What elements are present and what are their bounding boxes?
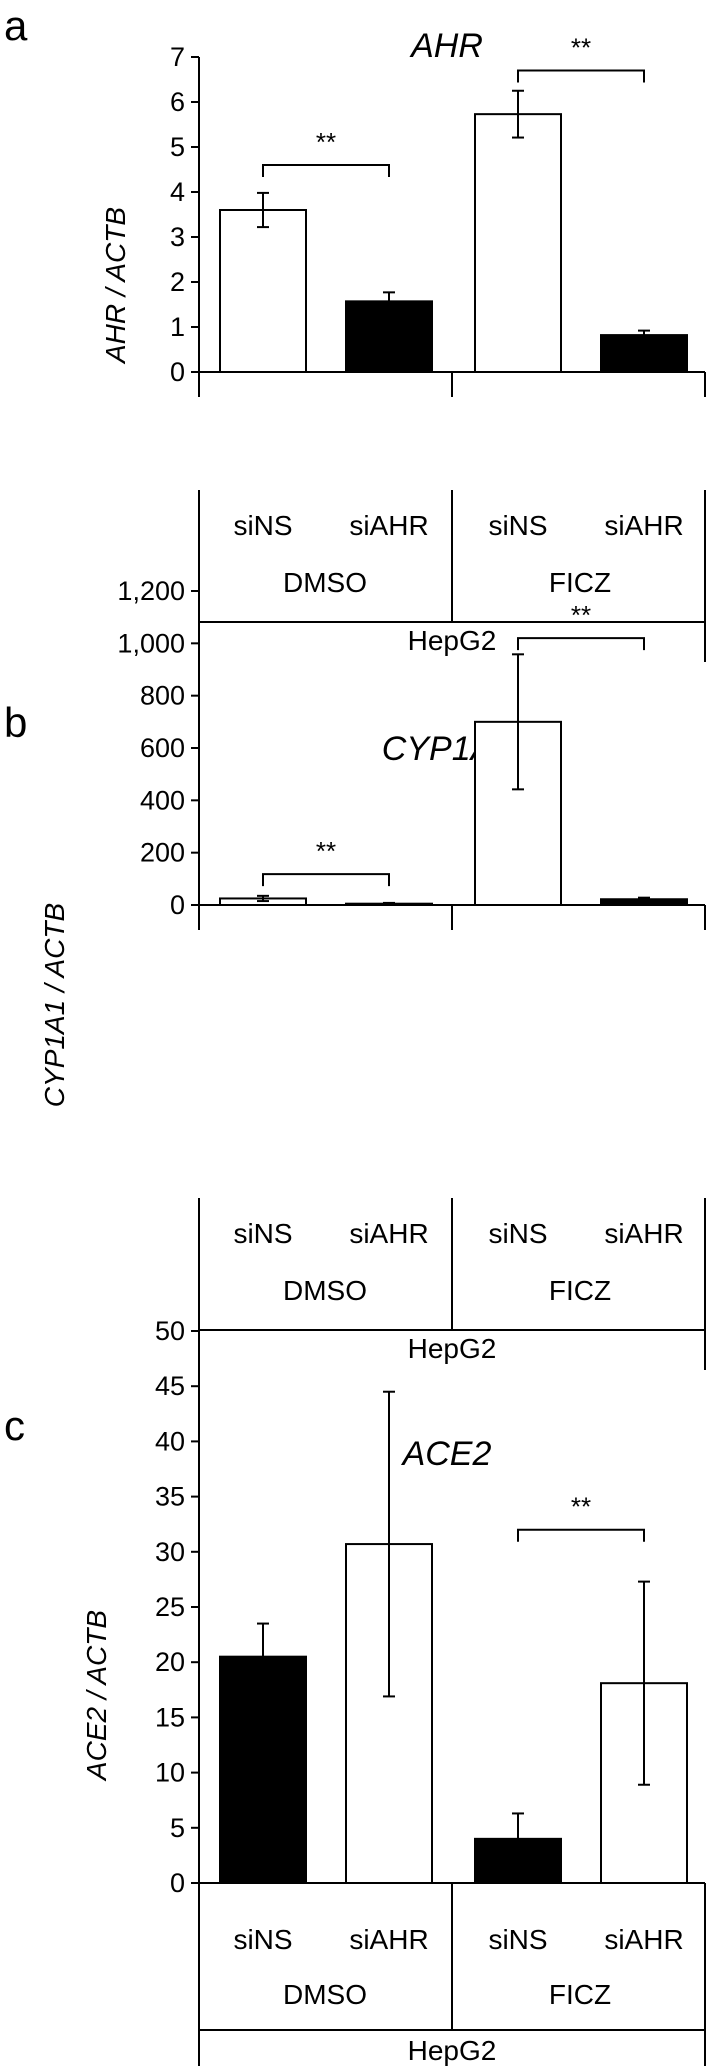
panel-letter: a	[4, 2, 28, 49]
significance-bracket	[262, 873, 390, 887]
bar	[219, 1655, 307, 1885]
group-label: FICZ	[549, 1979, 611, 2010]
group-label: FICZ	[549, 567, 611, 598]
y-tick-label: 25	[155, 1592, 185, 1622]
y-tick-label: 800	[140, 681, 185, 711]
plot-area: 0 200 400 600 800 1,000 1,200 ** **	[117, 576, 706, 930]
bar	[345, 300, 433, 374]
category-label: siAHR	[604, 1218, 683, 1249]
y-tick-label: 0	[170, 357, 185, 387]
panel-letter: b	[4, 699, 27, 746]
significance-bracket	[517, 69, 645, 83]
y-tick-label: 1	[170, 312, 185, 342]
cell-line-label: HepG2	[408, 2035, 497, 2066]
y-tick-label: 2	[170, 267, 185, 297]
y-tick-label: 5	[170, 1813, 185, 1843]
y-axis-label: AHR / ACTB	[100, 207, 131, 365]
plot-area: 0 1 2 3 4 5 6 7 ** **	[170, 33, 706, 397]
significance-label: **	[571, 600, 591, 630]
significance-label: **	[316, 127, 336, 157]
y-tick-label: 200	[140, 838, 185, 868]
group-label: DMSO	[283, 567, 367, 598]
y-tick-label: 600	[140, 733, 185, 763]
plot-area: 0 5 10 15 20 25 30 35 40 45 50 **	[155, 1316, 706, 1908]
y-tick-label: 10	[155, 1758, 185, 1788]
y-tick-label: 50	[155, 1316, 185, 1346]
significance-bracket	[517, 637, 645, 651]
group-label: DMSO	[283, 1275, 367, 1306]
category-label: siAHR	[349, 510, 428, 541]
bar	[474, 113, 562, 374]
category-label: siAHR	[349, 1218, 428, 1249]
significance-bracket	[262, 164, 390, 177]
panel-a: a AHR AHR / ACTB 0 1 2 3 4 5 6 7 ** ** siNS siAHR…	[4, 2, 706, 662]
bar	[600, 334, 688, 374]
y-tick-label: 6	[170, 87, 185, 117]
category-label: siAHR	[349, 1924, 428, 1955]
category-label: siNS	[488, 510, 547, 541]
category-label: siAHR	[604, 1924, 683, 1955]
y-tick-label: 1,200	[117, 576, 185, 606]
y-tick-label: 45	[155, 1371, 185, 1401]
y-axis-label: CYP1A1 / ACTB	[39, 903, 70, 1107]
panel-b: b CYP1A1 CYP1A1 / ACTB 02004006008001,00…	[4, 576, 706, 1370]
group-label: FICZ	[549, 1275, 611, 1306]
significance-bracket	[517, 1528, 645, 1542]
y-tick-label: 1,000	[117, 628, 185, 658]
y-tick-label: 35	[155, 1482, 185, 1512]
panel-c: c ACE2 ACE2 / ACTB 0 5 10 15 20 25 30 35 40 45 50 *…	[4, 1316, 706, 2066]
chart-title: ACE2	[401, 1435, 492, 1473]
panel-letter: c	[4, 1402, 25, 1449]
y-tick-label: 15	[155, 1702, 185, 1732]
category-label: siNS	[233, 510, 292, 541]
chart-title: AHR	[409, 27, 483, 65]
y-tick-label: 30	[155, 1537, 185, 1567]
category-label: siNS	[488, 1218, 547, 1249]
y-tick-label: 0	[170, 890, 185, 920]
significance-label: **	[316, 836, 336, 866]
category-label: siNS	[488, 1924, 547, 1955]
cell-line-label: HepG2	[408, 1333, 497, 1364]
category-label: siNS	[233, 1218, 292, 1249]
y-tick-label: 0	[170, 1868, 185, 1898]
y-tick-label: 40	[155, 1426, 185, 1456]
y-tick-label: 5	[170, 132, 185, 162]
y-tick-label: 4	[170, 177, 185, 207]
y-axis-label: ACE2 / ACTB	[81, 1610, 112, 1782]
cell-line-label: HepG2	[408, 625, 497, 656]
category-label: siNS	[233, 1924, 292, 1955]
y-tick-label: 400	[140, 785, 185, 815]
y-tick-label: 20	[155, 1647, 185, 1677]
bar	[219, 209, 307, 373]
significance-label: **	[571, 1492, 591, 1522]
group-label: DMSO	[283, 1979, 367, 2010]
category-label: siAHR	[604, 510, 683, 541]
significance-label: **	[571, 33, 591, 63]
y-tick-label: 7	[170, 42, 185, 72]
y-tick-label: 3	[170, 222, 185, 252]
